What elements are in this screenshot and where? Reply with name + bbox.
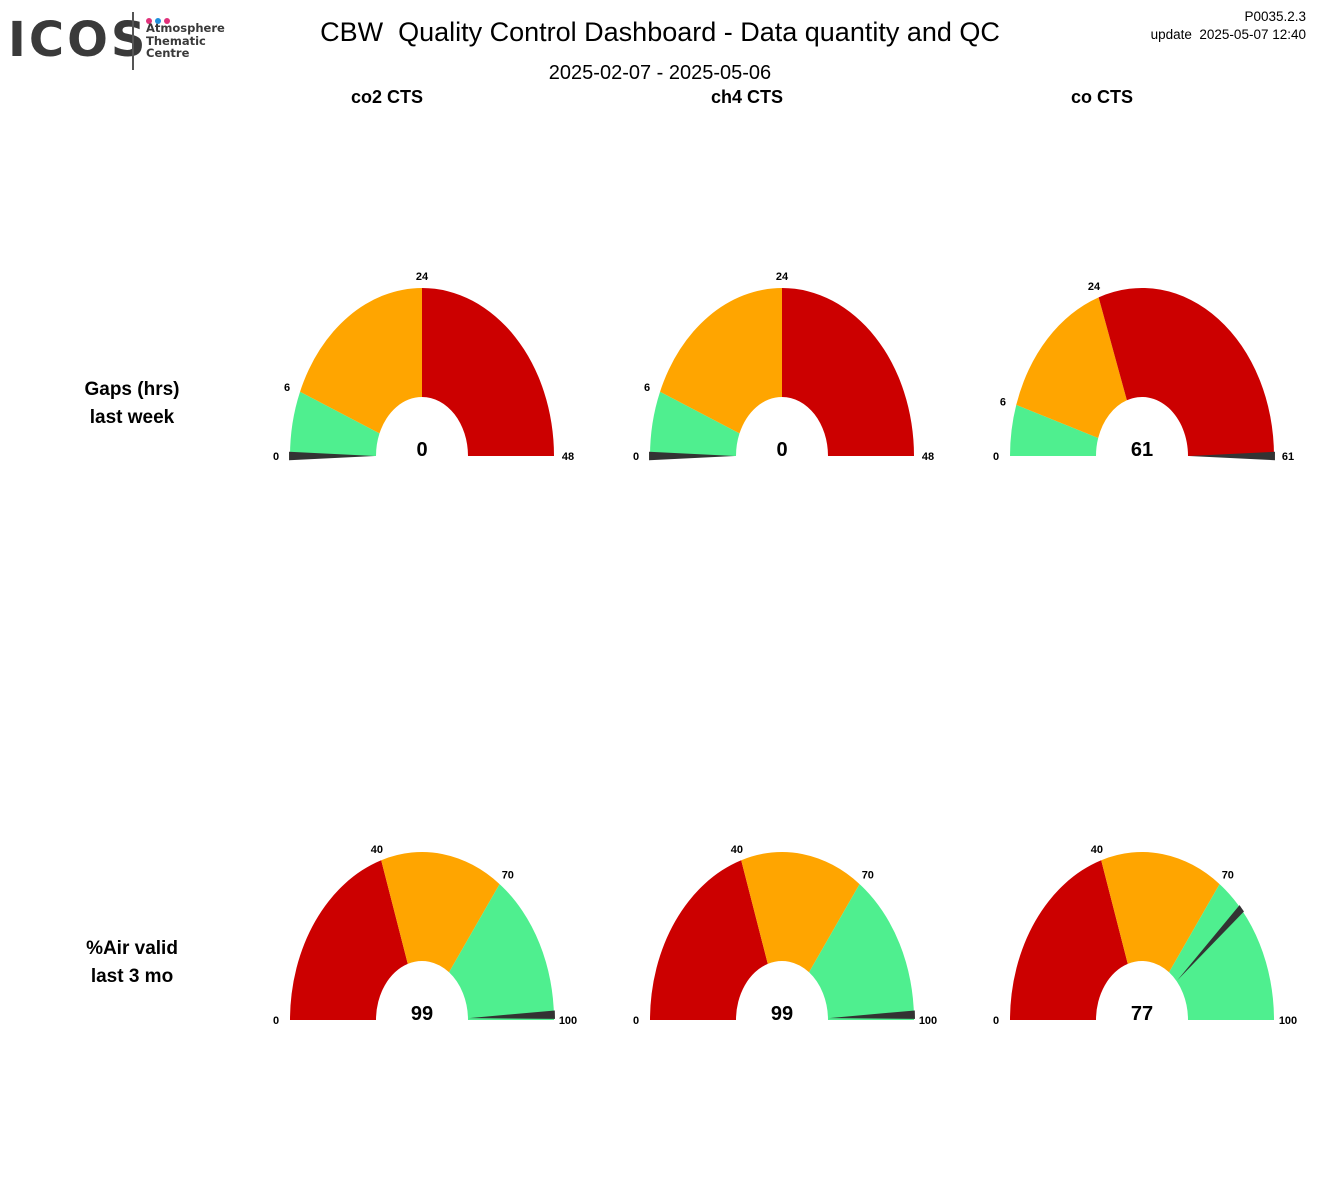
gauge-band <box>449 884 554 1020</box>
gauge-value-label: 99 <box>411 1003 433 1025</box>
gauge-band <box>290 860 408 1020</box>
row-label-line: last week <box>89 407 175 428</box>
row-label-air-valid: %Air valid last 3 mo <box>32 935 232 991</box>
logo-line: Atmosphere <box>146 21 225 35</box>
logo-dot <box>155 18 161 24</box>
gauge-band <box>1010 860 1128 1020</box>
gauge-band <box>650 391 740 456</box>
row-label-line: Gaps (hrs) <box>84 379 180 400</box>
gauge-band <box>381 851 500 973</box>
row-label-gaps: Gaps (hrs) last week <box>32 376 232 432</box>
gauge-band <box>741 851 860 973</box>
logo-text: Atmosphere Thematic Centre <box>146 22 225 60</box>
gauge-tick-label: 70 <box>862 869 874 881</box>
gauge: 0 40 70 100 77 <box>993 844 1297 1027</box>
gauge-tick-label: 0 <box>273 1015 279 1027</box>
gauge-needle <box>828 1010 915 1019</box>
gauge-tick-label: 24 <box>416 271 429 283</box>
gauge-tick-label: 6 <box>1000 396 1006 408</box>
logo-line: Thematic <box>146 33 206 48</box>
gauge-value-label: 77 <box>1131 1003 1153 1025</box>
gauge-band <box>300 288 422 434</box>
gauge-tick-label: 0 <box>993 451 999 463</box>
gauge-band <box>650 860 768 1020</box>
gauge-needle <box>1189 451 1275 461</box>
gauge: 0 6 24 61 61 <box>993 281 1294 463</box>
gauge-tick-label: 48 <box>562 451 574 463</box>
gauge-band <box>290 391 380 456</box>
logo-divider <box>132 12 134 70</box>
gauge-band <box>809 884 914 1020</box>
gauge: 0 6 24 48 0 <box>273 271 574 463</box>
date-range: 2025-02-07 - 2025-05-06 <box>548 62 772 84</box>
gauge-tick-label: 61 <box>1282 451 1294 463</box>
dashboard-title: CBW Quality Control Dashboard - Data qua… <box>320 17 1000 47</box>
gauge-needle <box>468 1010 555 1019</box>
column-title-co: co CTS <box>1070 87 1133 107</box>
gauge-tick-label: 0 <box>633 451 639 463</box>
gauge: 0 40 70 100 99 <box>273 844 577 1027</box>
gauge-needle <box>649 451 735 461</box>
column-title-ch4: ch4 CTS <box>710 87 784 107</box>
gauge-value-label: 61 <box>1131 439 1153 461</box>
gauge-value-label: 0 <box>416 439 427 461</box>
gauge-tick-label: 0 <box>273 451 279 463</box>
logo-dots <box>146 11 173 24</box>
logo-line: Centre <box>146 46 190 60</box>
gauge-value-label: 99 <box>771 1003 793 1025</box>
logo-dot <box>164 18 170 24</box>
gauge-tick-label: 40 <box>731 844 743 856</box>
gauge-tick-label: 100 <box>1279 1015 1297 1027</box>
gauge-band <box>782 288 914 456</box>
gauge-tick-label: 70 <box>502 869 514 881</box>
gauge-value-label: 0 <box>776 439 787 461</box>
gauge-tick-label: 48 <box>922 451 934 463</box>
gauge: 0 40 70 100 99 <box>633 844 937 1027</box>
gauge-band <box>1016 297 1127 439</box>
update-timestamp: update 2025-05-07 12:40 <box>1150 27 1306 42</box>
gauge-band <box>422 288 554 456</box>
row-label-line: last 3 mo <box>90 966 174 987</box>
gauge-tick-label: 100 <box>559 1015 577 1027</box>
gauge-band <box>1101 851 1220 973</box>
gauge-band <box>1169 884 1274 1020</box>
gauge-needle <box>1177 905 1244 981</box>
gauge-tick-label: 0 <box>993 1015 999 1027</box>
gauge-tick-label: 0 <box>633 1015 639 1027</box>
gauge-tick-label: 6 <box>644 382 650 394</box>
gauge-band <box>660 288 782 434</box>
gauge-band <box>1010 404 1099 456</box>
version-label: P0035.2.3 <box>1244 9 1306 24</box>
gauge: 0 6 24 48 0 <box>633 271 934 463</box>
gauge-tick-label: 6 <box>284 382 290 394</box>
gauge-tick-label: 40 <box>371 844 383 856</box>
gauge-tick-label: 40 <box>1091 844 1103 856</box>
gauge-needle <box>289 451 375 461</box>
column-title-co2: co2 CTS <box>350 87 424 107</box>
gauge-band <box>1098 288 1274 456</box>
logo-dot <box>146 18 152 24</box>
row-label-line: %Air valid <box>86 938 178 959</box>
gauge-tick-label: 24 <box>776 271 789 283</box>
gauge-tick-label: 24 <box>1088 281 1101 293</box>
gauge-tick-label: 70 <box>1222 869 1234 881</box>
icos-logo: ICOS Atmosphere Thematic Centre <box>6 8 226 74</box>
logo-wordmark: ICOS <box>8 12 149 68</box>
gauge-tick-label: 100 <box>919 1015 937 1027</box>
